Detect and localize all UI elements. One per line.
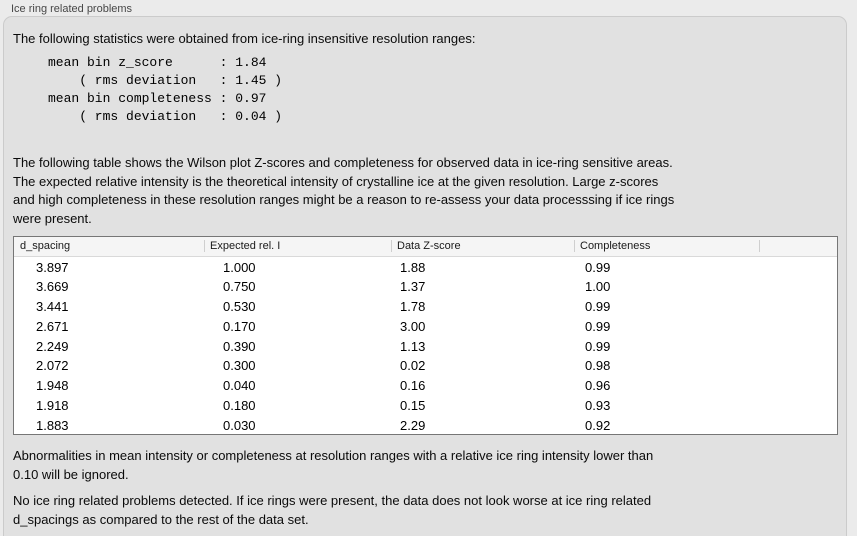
cell: 0.300 xyxy=(223,358,256,374)
cell xyxy=(759,257,837,277)
cell: 0.16 xyxy=(400,378,426,394)
cell: 1.948 xyxy=(36,378,69,394)
ignore-note-text: Abnormalities in mean intensity or compl… xyxy=(13,448,654,482)
cell: 0.99 xyxy=(585,259,611,275)
cell: 0.99 xyxy=(585,338,611,354)
column-header[interactable] xyxy=(759,237,837,256)
table-body: 3.897 1.000 1.88 0.99 3.669 0.750 1.37 1.00 3.44… xyxy=(14,257,837,434)
cell: 0.99 xyxy=(585,318,611,334)
cell: 1.78 xyxy=(400,299,426,315)
cell xyxy=(759,336,837,356)
cell: 0.92 xyxy=(585,417,611,433)
table-row[interactable]: 1.918 0.180 0.15 0.93 xyxy=(14,396,837,416)
stats-block: mean bin z_score : 1.84 ( rms deviation … xyxy=(48,55,283,124)
table-row[interactable]: 2.671 0.170 3.00 0.99 xyxy=(14,316,837,336)
table-row[interactable]: 2.249 0.390 1.13 0.99 xyxy=(14,336,837,356)
cell: 1.00 xyxy=(585,279,611,295)
cell: 0.170 xyxy=(223,318,256,334)
column-header[interactable]: Expected rel. I xyxy=(204,237,391,256)
cell: 3.897 xyxy=(36,259,69,275)
cell: 3.669 xyxy=(36,279,69,295)
cell: 1.37 xyxy=(400,279,426,295)
column-header[interactable]: Data Z-score xyxy=(391,237,574,256)
conclusion-text: No ice ring related problems detected. I… xyxy=(13,493,652,527)
cell: 2.29 xyxy=(400,417,426,433)
table-row[interactable]: 3.897 1.000 1.88 0.99 xyxy=(14,257,837,277)
table-row[interactable]: 1.948 0.040 0.16 0.96 xyxy=(14,376,837,396)
cell xyxy=(759,297,837,317)
stats-intro-text: The following statistics were obtained f… xyxy=(13,31,476,46)
column-divider xyxy=(574,240,575,252)
column-header[interactable]: d_spacing xyxy=(20,240,71,252)
cell: 2.072 xyxy=(36,358,69,374)
table-row[interactable]: 3.441 0.530 1.78 0.99 xyxy=(14,297,837,317)
cell xyxy=(759,415,837,434)
ice-ring-table: d_spacing Expected rel. I Data Z-score Comp… xyxy=(13,236,838,435)
column-divider xyxy=(204,240,205,252)
cell: 1.883 xyxy=(36,417,69,433)
cell: 0.040 xyxy=(223,378,256,394)
column-divider xyxy=(759,240,760,252)
table-row[interactable]: 1.883 0.030 2.29 0.92 xyxy=(14,415,837,434)
table-header: d_spacing Expected rel. I Data Z-score Comp… xyxy=(14,237,837,257)
cell xyxy=(759,376,837,396)
table-row[interactable]: 3.669 0.750 1.37 1.00 xyxy=(14,277,837,297)
cell: 0.98 xyxy=(585,358,611,374)
cell: 1.13 xyxy=(400,338,426,354)
cell: 0.15 xyxy=(400,398,426,414)
cell: 2.249 xyxy=(36,338,69,354)
cell: 2.671 xyxy=(36,318,69,334)
cell: 3.00 xyxy=(400,318,426,334)
section-title: Ice ring related problems xyxy=(11,3,133,15)
cell: 0.530 xyxy=(223,299,256,315)
cell: 1.918 xyxy=(36,398,69,414)
cell xyxy=(759,356,837,376)
cell xyxy=(759,277,837,297)
cell: 0.96 xyxy=(585,378,611,394)
column-header[interactable]: Completeness xyxy=(574,237,759,256)
cell xyxy=(759,396,837,416)
table-row[interactable]: 2.072 0.300 0.02 0.98 xyxy=(14,356,837,376)
cell: 0.750 xyxy=(223,279,256,295)
cell: 1.88 xyxy=(400,259,426,275)
cell: 0.390 xyxy=(223,338,256,354)
table-description-text: The following table shows the Wilson plo… xyxy=(13,155,675,226)
cell: 0.99 xyxy=(585,299,611,315)
cell xyxy=(759,316,837,336)
cell: 1.000 xyxy=(223,259,256,275)
cell: 3.441 xyxy=(36,299,69,315)
cell: 0.180 xyxy=(223,398,256,414)
cell: 0.030 xyxy=(223,417,256,433)
cell: 0.02 xyxy=(400,358,426,374)
cell: 0.93 xyxy=(585,398,611,414)
column-divider xyxy=(391,240,392,252)
